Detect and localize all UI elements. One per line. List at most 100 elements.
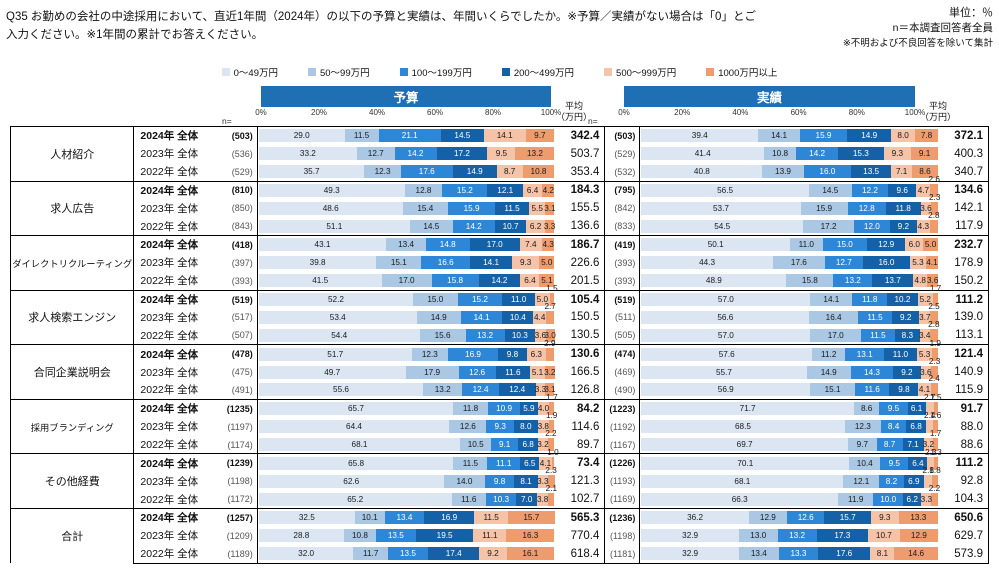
legend-swatch-icon: [399, 68, 408, 76]
average-value-actual: 113.1: [939, 326, 990, 346]
bar-segment-2: 9.5: [880, 456, 909, 470]
legend-item-1: 50〜99万円: [307, 65, 370, 79]
table-row: 2023年 全体 (536) 33.2 12.7 14.2 17.2 9.5 13.2 503.…: [11, 144, 990, 163]
bar-segment-value: 17.6: [418, 167, 435, 177]
bar-segment-value: 6.2: [906, 494, 918, 504]
bar-cell-actual: 69.7 9.7 8.7 7.1 3.2 1.7: [639, 429, 941, 455]
bar-segment-value: 17.3: [834, 531, 851, 541]
bar-segment-1: 14.5: [409, 219, 453, 233]
table-row: 2022年 全体 (529) 35.7 12.3 17.6 14.9 8.7 10.8 353.…: [11, 162, 990, 182]
bar-segment-4: 5.0: [534, 293, 550, 307]
budget-stacked-bar: 68.1 10.5 9.1 6.8 3.2 2.2: [258, 429, 557, 452]
axis-tick: 60%: [790, 108, 807, 117]
actual-stacked-bar: 54.5 17.2 12.0 9.2 4.3 2.8: [641, 211, 940, 233]
actual-stacked-bar: 56.6 16.4 11.5 9.2 3.7 2.5: [641, 302, 940, 324]
bar-segment-0: 55.6: [258, 383, 424, 397]
bar-segment-value: 57.0: [717, 330, 734, 340]
year-label: 2024年 全体: [133, 180, 223, 200]
n-value-actual: (532): [604, 162, 641, 182]
bar-segment-1: 13.0: [738, 529, 778, 543]
bar-segment-0: 54.5: [641, 219, 804, 233]
bar-cell-budget: 54.4 15.6 13.2 10.3 3.6 3.0: [257, 326, 556, 346]
legend-swatch-icon: [221, 68, 230, 76]
bar-segment-2: 12.8: [847, 201, 886, 215]
budget-stacked-bar: 48.6 15.4 15.9 11.5 5.5 3.1: [258, 201, 556, 215]
bar-segment-3: 11.6: [495, 365, 530, 379]
bar-segment-4: 3.3: [537, 474, 549, 488]
year-label: 2022年 全体: [133, 162, 223, 182]
bar-segment-2: 16.0: [803, 165, 852, 179]
bar-segment-1: 10.8: [343, 529, 376, 543]
bar-segment-value: 9.2: [900, 312, 912, 322]
bar-segment-value: 17.6: [836, 549, 853, 559]
average-value-budget: 89.7: [555, 435, 606, 455]
bar-cell-budget: 39.8 15.1 16.6 14.1 9.3 5.0: [257, 254, 555, 272]
bar-segment-0: 70.1: [641, 456, 850, 470]
average-value-budget: 114.6: [555, 417, 606, 436]
category-label-2: ダイレクトリクルーティング: [9, 235, 135, 291]
legend-swatch-icon: [307, 68, 316, 76]
table-row: 2022年 全体 (1172) 65.2 11.6 10.3 7.0 3.8 2.1 102.7…: [11, 484, 990, 509]
bar-segment-value: 2.8: [928, 210, 940, 220]
bar-segment-2: 12.2: [851, 183, 888, 197]
bar-segment-value: 16.9: [441, 513, 458, 523]
bar-segment-4: 9.3: [870, 511, 899, 525]
bar-segment-2: 8.7: [876, 438, 903, 452]
n-value-budget: (1239): [222, 453, 258, 473]
question-text: Q35 お勤めの会社の中途採用において、直近1年間（2024年）の以下の予算と実…: [6, 11, 756, 41]
bar-segment-value: 8.7: [503, 167, 516, 177]
category-label-0: 人材紹介: [9, 126, 135, 182]
bar-segment-value: 56.6: [717, 312, 734, 322]
bar-segment-value: 53.4: [329, 312, 346, 322]
table-row: ダイレクトリクルーティング 2024年 全体 (418) 43.1 13.4 14.8 17…: [9, 235, 990, 291]
n-value-budget: (475): [222, 362, 258, 382]
bar-segment-value: 65.7: [347, 404, 364, 414]
bar-segment-5: 1.5: [546, 284, 558, 307]
average-value-budget: 121.3: [555, 472, 606, 491]
bar-segment-4: 3.8: [537, 492, 548, 506]
bar-segment-3: 19.5: [415, 529, 474, 543]
bar-segment-value: 35.7: [303, 167, 320, 177]
bar-segment-2: 8.2: [879, 474, 904, 488]
bar-segment-2: 9.3: [486, 420, 514, 434]
bar-cell-budget: 64.4 12.6 9.3 8.0 3.8 1.9: [257, 411, 557, 436]
bar-segment-value: 2.4: [924, 411, 936, 421]
bar-segment-value: 7.4: [525, 240, 537, 250]
bar-segment-value: 4.1: [918, 385, 931, 395]
bar-segment-value: 14.1: [496, 131, 513, 141]
n-value-actual: (1181): [604, 544, 641, 564]
bar-segment-4: 2.3: [925, 448, 936, 470]
n-value-budget: (1257): [222, 507, 258, 527]
bar-segment-5: 2.4: [928, 374, 940, 397]
bar-segment-value: 15.4: [417, 203, 434, 213]
bar-segment-1: 11.2: [812, 347, 846, 361]
bar-segment-value: 14.1: [771, 131, 787, 141]
category-label-5: 採用ブランディング: [9, 398, 135, 454]
bar-segment-2: 15.2: [457, 293, 503, 307]
bar-segment-1: 12.3: [364, 165, 401, 179]
actual-stacked-bar: 53.7 15.9 12.8 11.8 3.6 2.3: [641, 193, 940, 215]
bar-segment-5: 3.1: [544, 201, 556, 215]
n-value-budget: (529): [222, 162, 258, 182]
bar-segment-value: 10.4: [856, 458, 873, 468]
bar-segment-value: 14.2: [491, 276, 508, 286]
bar-segment-5: 12.9: [899, 529, 939, 543]
bar-segment-0: 52.2: [258, 293, 414, 307]
table-row: 採用ブランディング 2024年 全体 (1235) 65.7 11.8 10.9 5.9 4.…: [9, 393, 990, 454]
bar-segment-5: 1.6: [930, 411, 941, 434]
bar-segment-5: 4.1: [925, 256, 939, 270]
n-value-actual: (519): [604, 289, 641, 309]
year-label: 2023年 全体: [140, 475, 199, 488]
legend-label: 200〜499万円: [513, 68, 575, 79]
bar-segment-value: 10.8: [772, 149, 789, 159]
bar-segment-5: 16.1: [506, 547, 555, 561]
average-value-actual: 372.1: [939, 125, 990, 145]
bar-segment-3: 17.2: [436, 147, 488, 161]
bar-segment-4: 2.7: [924, 393, 935, 416]
bar-segment-value: 6.8: [522, 440, 534, 450]
average-value-budget: 105.4: [555, 289, 606, 309]
budget-stacked-bar: 49.7 17.9 12.6 11.6 5.1 3.2: [258, 365, 555, 379]
year-label: 2023年 全体: [140, 421, 199, 434]
bar-cell-actual: 53.7 15.9 12.8 11.8 3.6 2.3: [640, 193, 940, 217]
bar-segment-value: 43.1: [314, 240, 331, 250]
